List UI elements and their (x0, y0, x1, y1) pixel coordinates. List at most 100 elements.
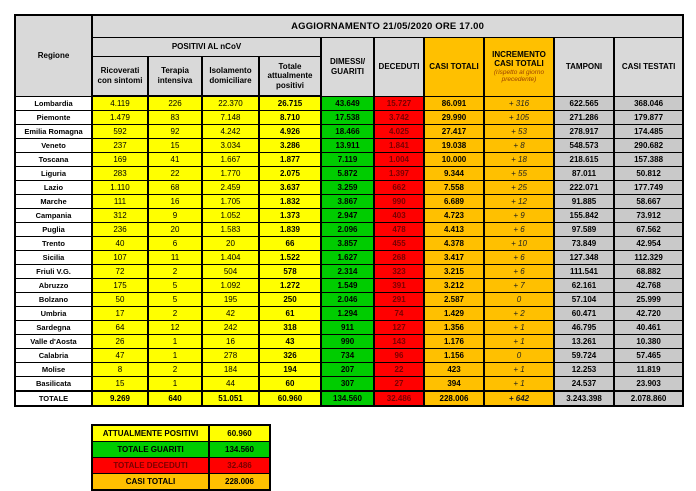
dimessi-value: 207 (320, 362, 375, 377)
deceduti-value: 391 (373, 278, 425, 293)
isolamento-value: 51.051 (201, 390, 260, 407)
dimessi-value: 2.046 (320, 292, 375, 307)
isolamento-value: 504 (201, 264, 260, 279)
tamponi-value: 127.348 (553, 250, 615, 265)
terapia-value: 2 (147, 264, 203, 279)
terapia-value: 1 (147, 376, 203, 392)
totale-positivi-value: 66 (258, 236, 322, 251)
incremento-value: + 642 (483, 390, 555, 407)
table-row: Basilicata 15 1 44 60 307 27 394 + 1 24.537 23.903 (14, 376, 685, 392)
tamponi-value: 271.286 (553, 110, 615, 125)
column-header-casi-totali: CASI TOTALI (423, 37, 485, 97)
tamponi-value: 57.104 (553, 292, 615, 307)
incremento-value: + 53 (483, 124, 555, 139)
ricoverati-value: 237 (91, 138, 149, 153)
column-header-tamponi: TAMPONI (553, 37, 615, 97)
casi-testati-value: 25.999 (612, 292, 685, 307)
table-row: Bolzano 50 5 195 250 2.046 291 2.587 0 57.104 25.9… (14, 292, 685, 307)
casi-testati-value: 2.078.860 (612, 390, 685, 407)
totale-positivi-value: 250 (258, 292, 322, 307)
deceduti-value: 478 (373, 222, 425, 237)
casi-totali-value: 86.091 (423, 95, 485, 111)
ricoverati-value: 9.269 (91, 390, 149, 407)
table-row: Friuli V.G. 72 2 504 578 2.314 323 3.215 + 6 111.… (14, 264, 685, 279)
isolamento-value: 1.404 (201, 250, 260, 265)
tamponi-value: 62.161 (553, 278, 615, 293)
total-row: TOTALE 9.269 640 51.051 60.960 134.560 32.486 2… (14, 390, 685, 407)
incremento-value: + 6 (483, 250, 555, 265)
ricoverati-value: 17 (91, 306, 149, 321)
terapia-value: 11 (147, 250, 203, 265)
region-name: Abruzzo (14, 278, 93, 293)
incremento-value: + 2 (483, 306, 555, 321)
terapia-value: 83 (147, 110, 203, 125)
ricoverati-value: 1.479 (91, 110, 149, 125)
casi-testati-value: 42.768 (612, 278, 685, 293)
ricoverati-value: 283 (91, 166, 149, 181)
region-name: Sicilia (14, 250, 93, 265)
casi-testati-value: 10.380 (612, 334, 685, 349)
column-header-regione: Regione (14, 14, 93, 97)
incremento-value: 0 (483, 348, 555, 363)
casi-totali-value: 2.587 (423, 292, 485, 307)
column-header-incremento: INCREMENTO CASI TOTALI (rispetto al gior… (483, 37, 555, 97)
casi-testati-value: 57.465 (612, 348, 685, 363)
deceduti-value: 1.397 (373, 166, 425, 181)
dimessi-value: 734 (320, 348, 375, 363)
tamponi-value: 46.795 (553, 320, 615, 335)
incremento-value: + 9 (483, 208, 555, 223)
column-header-totale-positivi: Totale attualmente positivi (258, 56, 322, 97)
incremento-value: + 12 (483, 194, 555, 209)
region-name: Liguria (14, 166, 93, 181)
region-name: Valle d'Aosta (14, 334, 93, 349)
dimessi-value: 2.314 (320, 264, 375, 279)
ricoverati-value: 111 (91, 194, 149, 209)
deceduti-value: 990 (373, 194, 425, 209)
table-row: Campania 312 9 1.052 1.373 2.947 403 4.723 + 9 15… (14, 208, 685, 223)
tamponi-value: 13.261 (553, 334, 615, 349)
region-name: Trento (14, 236, 93, 251)
region-name: Puglia (14, 222, 93, 237)
table-row: Molise 8 2 184 194 207 22 423 + 1 12.253 11.819 (14, 362, 685, 377)
totale-positivi-value: 43 (258, 334, 322, 349)
dimessi-value: 307 (320, 376, 375, 392)
casi-totali-value: 394 (423, 376, 485, 392)
dimessi-value: 911 (320, 320, 375, 335)
tamponi-value: 24.537 (553, 376, 615, 392)
incremento-value: + 25 (483, 180, 555, 195)
tamponi-value: 97.589 (553, 222, 615, 237)
summary-value: 134.560 (208, 441, 271, 458)
deceduti-value: 662 (373, 180, 425, 195)
table-body: Lombardia 4.119 226 22.370 26.715 43.649 15.72… (14, 95, 685, 407)
column-header-isolamento: Isolamento domiciliare (201, 56, 260, 97)
covid-regions-table: Regione AGGIORNAMENTO 21/05/2020 ORE 17.… (14, 14, 685, 407)
column-header-dimessi: DIMESSI/ GUARITI (320, 37, 375, 97)
ricoverati-value: 72 (91, 264, 149, 279)
region-name: Veneto (14, 138, 93, 153)
ricoverati-value: 50 (91, 292, 149, 307)
tamponi-value: 622.565 (553, 95, 615, 111)
dimessi-value: 3.867 (320, 194, 375, 209)
totale-positivi-value: 3.286 (258, 138, 322, 153)
isolamento-value: 1.583 (201, 222, 260, 237)
terapia-value: 41 (147, 152, 203, 167)
deceduti-value: 32.486 (373, 390, 425, 407)
casi-testati-value: 179.877 (612, 110, 685, 125)
deceduti-value: 4.025 (373, 124, 425, 139)
incremento-header-label: INCREMENTO CASI TOTALI (492, 49, 546, 69)
terapia-value: 640 (147, 390, 203, 407)
ricoverati-value: 592 (91, 124, 149, 139)
ricoverati-value: 4.119 (91, 95, 149, 111)
incremento-value: + 316 (483, 95, 555, 111)
incremento-value: 0 (483, 292, 555, 307)
isolamento-value: 1.092 (201, 278, 260, 293)
casi-testati-value: 174.485 (612, 124, 685, 139)
casi-testati-value: 58.667 (612, 194, 685, 209)
ricoverati-value: 236 (91, 222, 149, 237)
isolamento-value: 3.034 (201, 138, 260, 153)
totale-positivi-value: 60.960 (258, 390, 322, 407)
totale-positivi-value: 4.926 (258, 124, 322, 139)
table-row: Sardegna 64 12 242 318 911 127 1.356 + 1 46.795 40… (14, 320, 685, 335)
dimessi-value: 13.911 (320, 138, 375, 153)
casi-testati-value: 42.720 (612, 306, 685, 321)
